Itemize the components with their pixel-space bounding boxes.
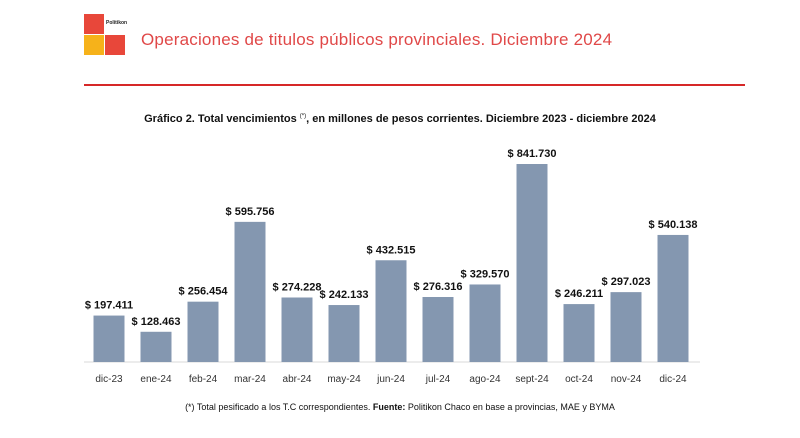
politikon-logo: Politikon <box>84 14 128 56</box>
x-tick-label-jun-24: jun-24 <box>376 374 405 385</box>
chart-title-main: Gráfico 2. Total vencimientos <box>144 113 300 125</box>
data-label-abr-24: $ 274.228 <box>273 281 322 293</box>
chart-title: Gráfico 2. Total vencimientos (*), en mi… <box>0 113 800 125</box>
x-tick-label-dic-24: dic-24 <box>659 374 687 385</box>
logo-brand-text: Politikon <box>106 20 128 26</box>
x-tick-label-sept-24: sept-24 <box>515 374 549 385</box>
bar-may-24 <box>328 305 360 362</box>
data-label-dic-23: $ 197.411 <box>85 300 133 312</box>
data-label-nov-24: $ 297.023 <box>602 276 651 288</box>
bar-ene-24 <box>140 331 172 362</box>
x-tick-label-ago-24: ago-24 <box>469 374 501 385</box>
bar-group: $ 197.411 dic-23 $ 128.463 ene-24 $ 256.454 f… <box>85 148 698 385</box>
bar-jul-24 <box>422 297 454 362</box>
chart-title-rest: , en millones de pesos corrientes. Dicie… <box>306 113 656 125</box>
data-label-ene-24: $ 128.463 <box>132 316 181 328</box>
x-tick-label-jul-24: jul-24 <box>425 374 451 385</box>
logo-square-bottom-left <box>84 35 104 55</box>
page-title: Operaciones de titulos públicos provinci… <box>141 30 613 49</box>
bar-oct-24 <box>563 304 595 362</box>
x-tick-label-dic-23: dic-23 <box>95 374 123 385</box>
x-tick-label-feb-24: feb-24 <box>189 374 218 385</box>
bar-mar-24 <box>234 221 266 362</box>
bar-feb-24 <box>187 301 219 362</box>
footnote: (*) Total pesificado a los T.C correspon… <box>0 402 800 412</box>
data-label-mar-24: $ 595.756 <box>226 206 275 218</box>
bar-nov-24 <box>610 292 642 362</box>
footnote-note: (*) Total pesificado a los T.C correspon… <box>185 402 373 412</box>
logo-square-bottom-right <box>105 35 125 55</box>
data-label-sept-24: $ 841.730 <box>508 148 557 160</box>
footnote-source-text: Politikon Chaco en base a provincias, MA… <box>405 402 615 412</box>
data-label-jul-24: $ 276.316 <box>414 281 463 293</box>
bar-sept-24 <box>516 164 548 362</box>
x-tick-label-ene-24: ene-24 <box>140 374 172 385</box>
data-label-dic-24: $ 540.138 <box>649 219 698 231</box>
data-label-ago-24: $ 329.570 <box>461 268 510 280</box>
bar-jun-24 <box>375 260 407 362</box>
bar-ago-24 <box>469 284 501 362</box>
bar-abr-24 <box>281 297 313 362</box>
header-divider <box>84 84 745 86</box>
data-label-may-24: $ 242.133 <box>320 289 369 301</box>
bar-dic-23 <box>93 315 125 362</box>
x-tick-label-abr-24: abr-24 <box>283 374 312 385</box>
x-tick-label-oct-24: oct-24 <box>565 374 593 385</box>
chart-title-marker: (*) <box>299 113 307 120</box>
x-tick-label-nov-24: nov-24 <box>611 374 642 385</box>
footnote-source-label: Fuente: <box>372 402 406 412</box>
x-tick-label-may-24: may-24 <box>327 374 361 385</box>
data-label-oct-24: $ 246.211 <box>555 288 603 300</box>
logo-square-top <box>84 14 104 34</box>
x-tick-label-mar-24: mar-24 <box>234 374 266 385</box>
data-label-jun-24: $ 432.515 <box>367 244 416 256</box>
data-label-feb-24: $ 256.454 <box>179 286 229 298</box>
bar-dic-24 <box>657 234 689 362</box>
